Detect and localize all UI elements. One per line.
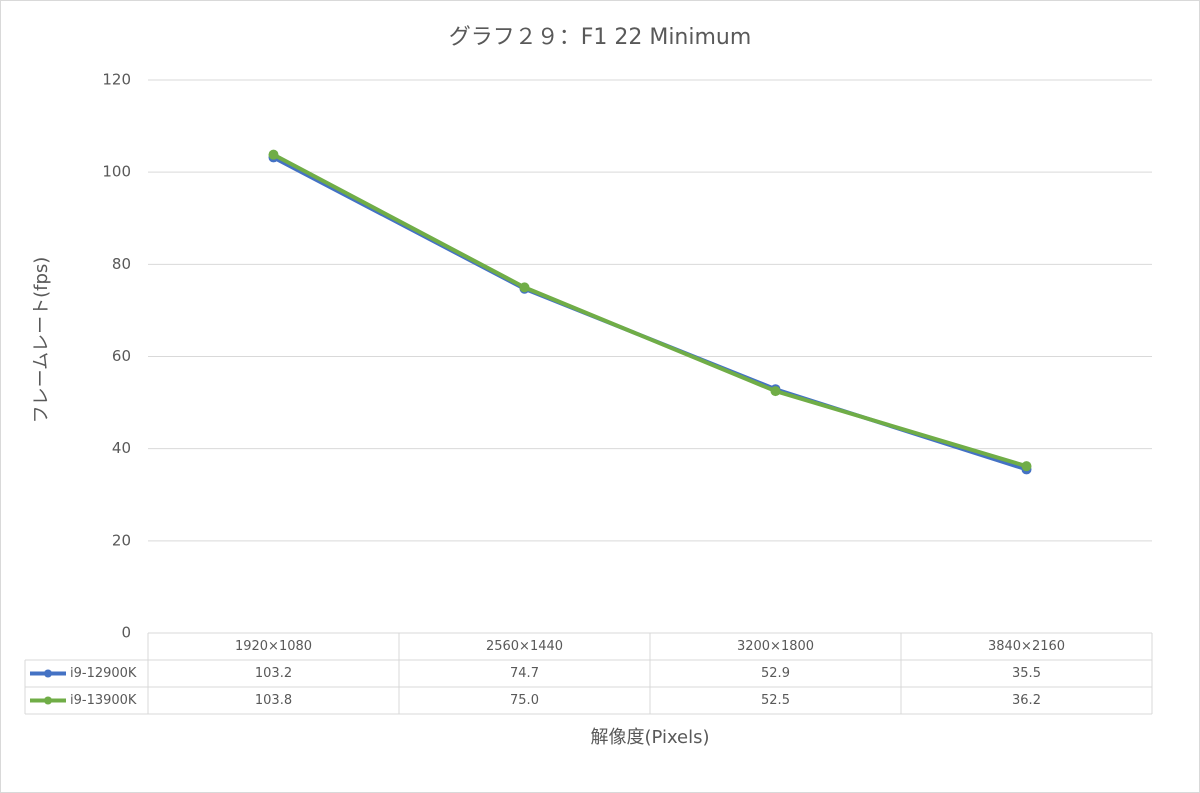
x-axis-title: 解像度(Pixels) <box>590 727 709 748</box>
table-value: 35.5 <box>1012 666 1041 681</box>
data-point <box>268 149 279 160</box>
y-axis-title: フレームレート(fps) <box>31 257 52 424</box>
y-tick-label: 60 <box>112 347 131 365</box>
legend-label: i9-12900K <box>70 666 137 681</box>
series-line <box>272 152 1028 469</box>
y-tick-label: 80 <box>112 255 131 273</box>
table-value: 52.9 <box>761 666 790 681</box>
data-point <box>1021 461 1032 472</box>
table-value: 36.2 <box>1012 693 1041 708</box>
x-tick-label: 3840×2160 <box>988 639 1065 654</box>
y-tick-label: 100 <box>102 163 131 181</box>
y-tick-label: 20 <box>112 531 131 549</box>
legend-marker <box>44 696 52 705</box>
data-point <box>770 386 781 397</box>
y-tick-label: 0 <box>121 624 131 642</box>
table-value: 52.5 <box>761 693 790 708</box>
table-value: 103.2 <box>255 666 292 681</box>
table-value: 74.7 <box>510 666 539 681</box>
legend-label: i9-13900K <box>70 693 137 708</box>
table-value: 103.8 <box>255 693 292 708</box>
y-tick-label: 120 <box>102 71 131 89</box>
chart-title: グラフ２９：F1 22 Minimum <box>449 25 752 50</box>
x-tick-label: 2560×1440 <box>486 639 563 654</box>
table-value: 75.0 <box>510 693 539 708</box>
y-tick-label: 40 <box>112 439 131 457</box>
x-tick-label: 3200×1800 <box>737 639 814 654</box>
legend-marker <box>44 669 52 678</box>
x-tick-label: 1920×1080 <box>235 639 312 654</box>
data-point <box>519 282 530 293</box>
